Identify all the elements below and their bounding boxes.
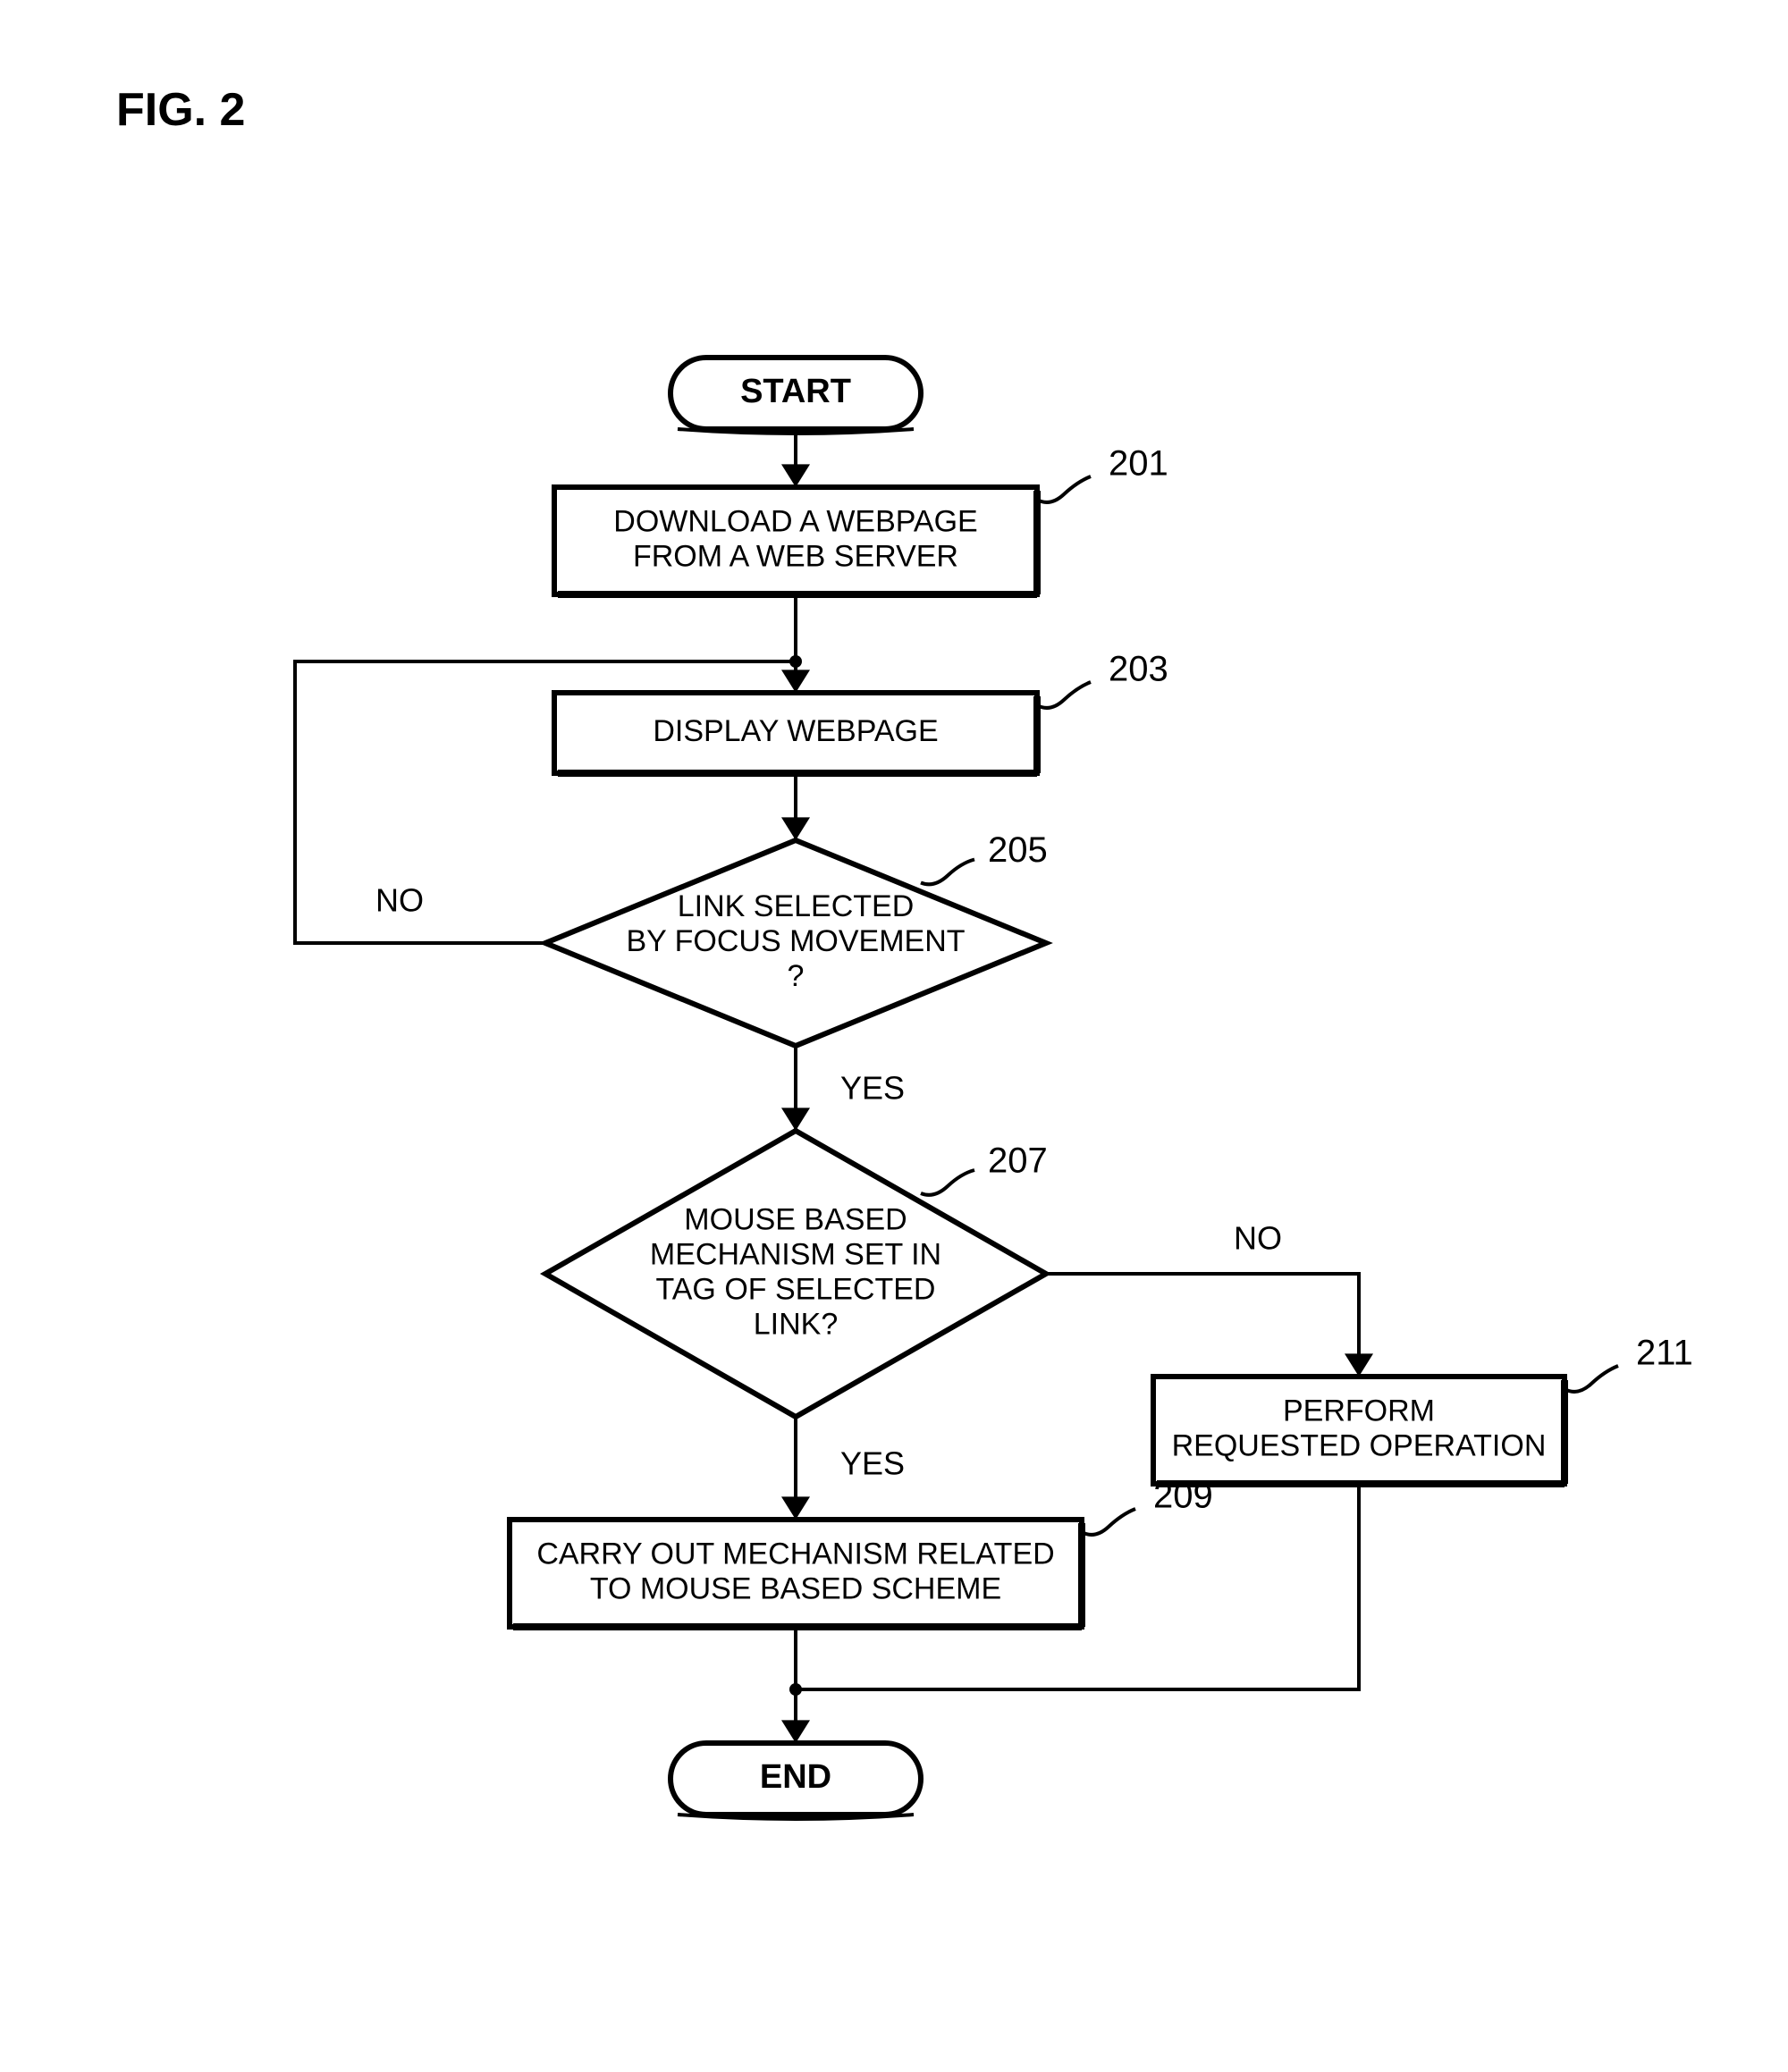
svg-text:LINK?: LINK? — [754, 1308, 839, 1342]
svg-text:LINK SELECTED: LINK SELECTED — [678, 889, 915, 923]
svg-text:207: 207 — [988, 1141, 1048, 1181]
svg-text:MECHANISM SET IN: MECHANISM SET IN — [650, 1237, 941, 1271]
svg-text:TAG OF SELECTED: TAG OF SELECTED — [656, 1273, 936, 1307]
svg-text:START: START — [740, 373, 851, 410]
svg-text:211: 211 — [1636, 1334, 1693, 1373]
svg-text:NO: NO — [1234, 1220, 1282, 1257]
svg-text:MOUSE BASED: MOUSE BASED — [684, 1202, 907, 1236]
svg-text:205: 205 — [988, 830, 1048, 870]
svg-text:DISPLAY WEBPAGE: DISPLAY WEBPAGE — [653, 714, 938, 748]
svg-text:BY FOCUS MOVEMENT: BY FOCUS MOVEMENT — [626, 924, 965, 958]
svg-text:PERFORM: PERFORM — [1283, 1394, 1435, 1428]
svg-text:TO MOUSE BASED SCHEME: TO MOUSE BASED SCHEME — [590, 1572, 1001, 1606]
svg-text:NO: NO — [375, 882, 424, 919]
svg-text:CARRY OUT MECHANISM RELATED: CARRY OUT MECHANISM RELATED — [536, 1537, 1054, 1571]
svg-text:REQUESTED OPERATION: REQUESTED OPERATION — [1172, 1429, 1547, 1463]
svg-text:YES: YES — [840, 1445, 905, 1482]
svg-text:YES: YES — [840, 1070, 905, 1107]
svg-text:203: 203 — [1109, 650, 1168, 689]
svg-text:END: END — [760, 1758, 831, 1796]
svg-text:?: ? — [788, 959, 805, 993]
svg-text:DOWNLOAD A WEBPAGE: DOWNLOAD A WEBPAGE — [613, 504, 977, 538]
svg-text:FIG. 2: FIG. 2 — [116, 84, 245, 136]
svg-text:201: 201 — [1109, 444, 1168, 484]
svg-text:FROM A WEB SERVER: FROM A WEB SERVER — [633, 540, 958, 574]
